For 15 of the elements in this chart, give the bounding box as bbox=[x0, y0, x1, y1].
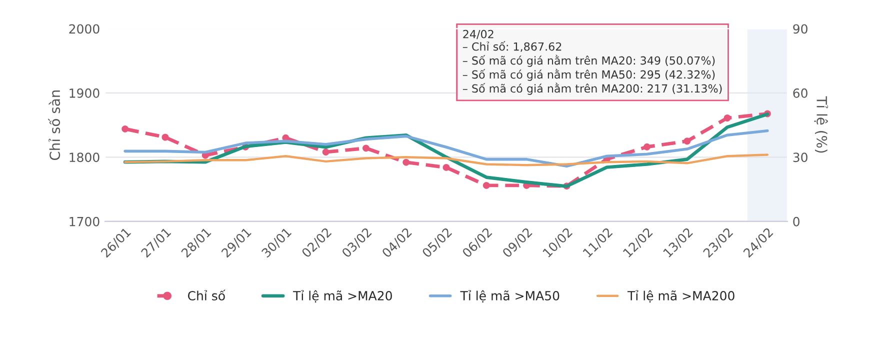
annotation: 24/02 – Chỉ số: 1,867.62 – Số mã có giá nằm trên MA20: 349 (50.07%) – Số mã có giá nằm trên MA50: 295 (42.32%) – Số mã có giá nằm trên MA200: 217 (31.13%) bbox=[462, 30, 722, 95]
y2-tick-label: 0 bbox=[793, 216, 800, 226]
legend-label: Tỉ lệ mã >MA200 bbox=[627, 290, 734, 303]
y-tick-label: 1800 bbox=[70, 152, 100, 162]
y-axis-title: Chỉ số sàn bbox=[48, 90, 60, 160]
y2-tick-label: 60 bbox=[793, 88, 808, 98]
legend-label: Chỉ số bbox=[188, 290, 226, 300]
y-tick-label: 1700 bbox=[70, 216, 100, 226]
y2-tick-label: 90 bbox=[793, 24, 808, 34]
y2-tick-label: 30 bbox=[793, 152, 808, 162]
y-tick-label: 1900 bbox=[70, 88, 100, 98]
y-tick-label: 2000 bbox=[69, 24, 100, 34]
legend-label: Tỉ lệ mã >MA20 bbox=[293, 290, 392, 303]
legend-label: Tỉ lệ mã >MA50 bbox=[460, 290, 560, 303]
y2-axis-title: Tỉ lệ (%) bbox=[814, 96, 828, 153]
